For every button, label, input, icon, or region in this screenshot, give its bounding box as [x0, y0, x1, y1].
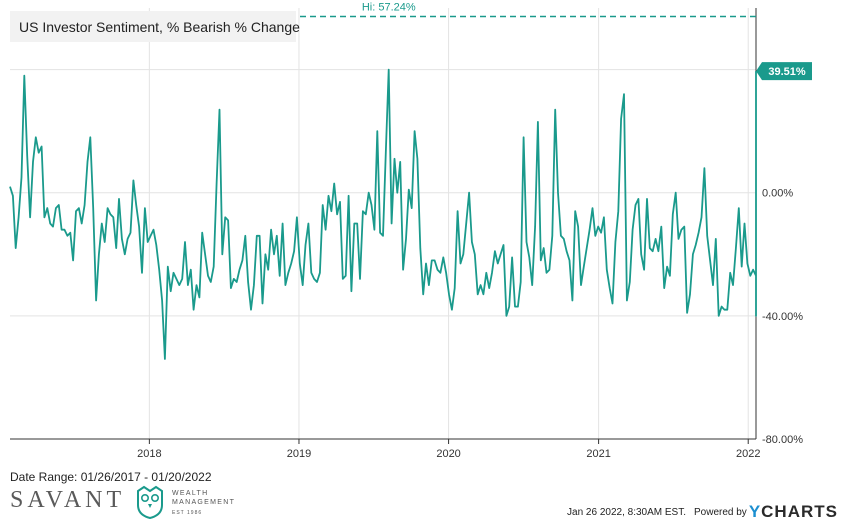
- logo-line-1: WEALTH: [172, 490, 209, 497]
- y-tick-label: -80.00%: [762, 434, 803, 446]
- y-tick-label: 0.00%: [762, 188, 793, 200]
- chart-area: 40.00%0.00%-40.00%-80.00%201820192020202…: [9, 1, 812, 460]
- y-tick-label: -40.00%: [762, 311, 803, 323]
- x-tick-label: 2021: [586, 448, 610, 460]
- ycharts-y: Y: [748, 502, 762, 521]
- logo-line-3: EST 1986: [172, 510, 203, 516]
- last-value-badge: [756, 62, 812, 81]
- logo-line-2: MANAGEMENT: [172, 499, 236, 506]
- footer-right: Jan 26 2022, 8:30AM EST. Powered by YCHA…: [567, 502, 838, 522]
- savant-logo: SAVANT WEALTH MANAGEMENT EST 1986: [10, 485, 250, 523]
- owl-icon: [137, 485, 163, 519]
- date-range-label: Date Range: 01/26/2017 - 01/20/2022: [10, 470, 212, 484]
- powered-by-label: Powered by: [694, 506, 747, 518]
- timestamp-label: Jan 26 2022, 8:30AM EST.: [567, 506, 686, 518]
- ycharts-word: CHARTS: [761, 502, 838, 521]
- chart-title-box: US Investor Sentiment, % Bearish % Chang…: [10, 11, 300, 42]
- high-label: Hi: 57.24%: [362, 1, 416, 13]
- series-line: [9, 68, 757, 360]
- line-chart: 40.00%0.00%-40.00%-80.00%201820192020202…: [9, 1, 812, 460]
- x-tick-label: 2018: [137, 448, 161, 460]
- logo-wordmark: SAVANT: [10, 487, 126, 513]
- x-tick-label: 2022: [736, 448, 760, 460]
- chart-title: US Investor Sentiment, % Bearish % Chang…: [19, 19, 300, 35]
- x-tick-label: 2020: [436, 448, 460, 460]
- ycharts-logo[interactable]: YCHARTS: [749, 502, 838, 522]
- last-value-label: 39.51%: [768, 66, 806, 78]
- x-tick-label: 2019: [287, 448, 311, 460]
